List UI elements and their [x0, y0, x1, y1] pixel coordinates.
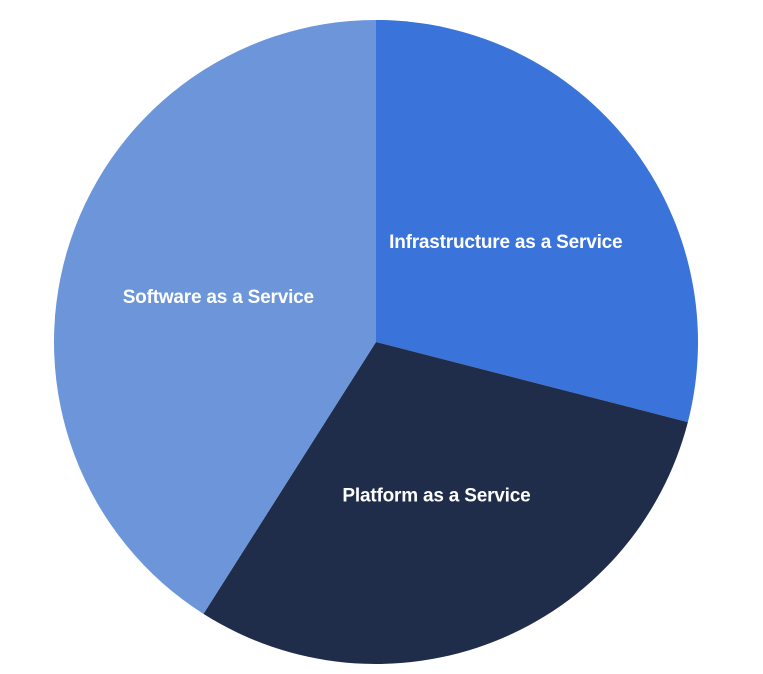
pie-slice-2 [54, 20, 377, 614]
pie-slice-0 [376, 20, 698, 423]
pie-slice-label-2: Software as a Service [123, 287, 314, 308]
pie-slice-label-1: Platform as a Service [342, 485, 530, 506]
pie-slice-1 [203, 342, 688, 664]
pie-slice-label-0: Infrastructure as a Service [389, 232, 622, 253]
